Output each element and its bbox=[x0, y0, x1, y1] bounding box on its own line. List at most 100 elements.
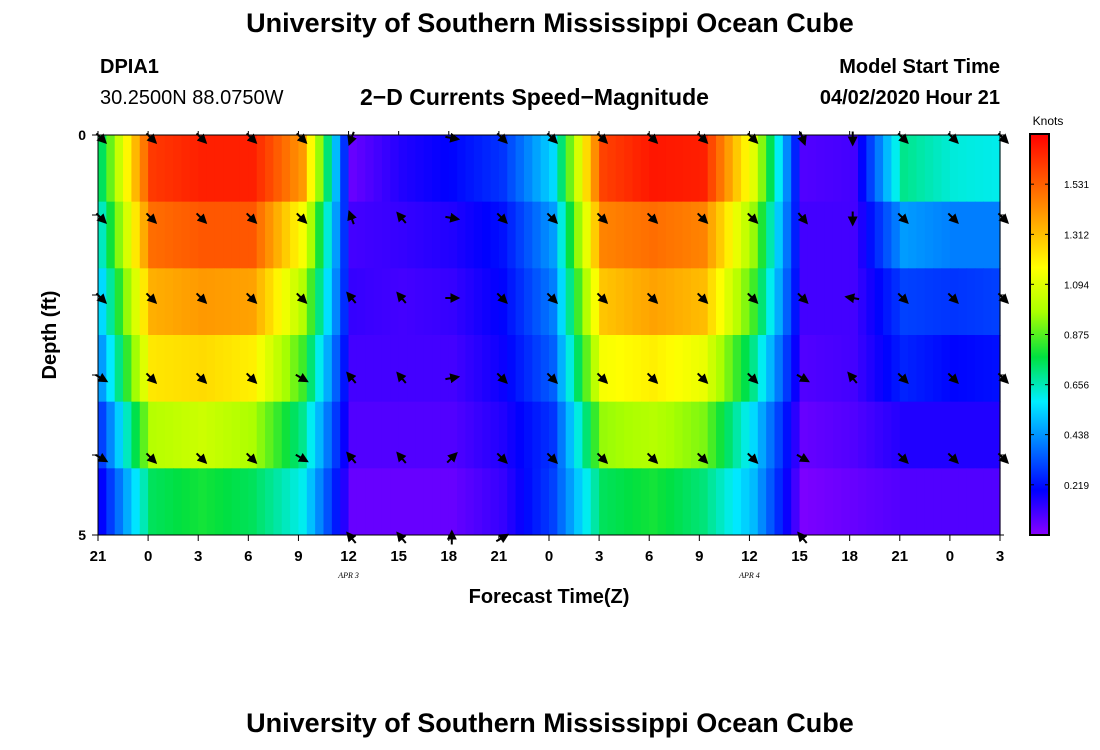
heatmap-cell bbox=[173, 268, 183, 336]
x-axis: 21 0 3 6 9 12 15 18 21 0 3 6 9 12 15 18 21 0 3 APR 3 APR 4 bbox=[90, 131, 1004, 580]
heatmap-cell bbox=[256, 135, 266, 203]
heatmap-cell bbox=[315, 335, 325, 403]
heatmap-cell bbox=[866, 268, 876, 336]
heatmap-cell bbox=[265, 468, 274, 536]
x-tick-label: 9 bbox=[695, 548, 703, 565]
heatmap-cell bbox=[924, 468, 934, 536]
heatmap-cell bbox=[457, 268, 467, 336]
heatmap-cell bbox=[173, 135, 183, 203]
current-arrow bbox=[396, 291, 407, 304]
heatmap-cell bbox=[665, 401, 675, 469]
heatmap-cell bbox=[933, 335, 943, 403]
heatmap-cell bbox=[306, 135, 316, 203]
heatmap-cell bbox=[214, 401, 224, 469]
heatmap-cell bbox=[899, 468, 909, 536]
heatmap-cell bbox=[632, 201, 642, 269]
heatmap-cell bbox=[924, 335, 934, 403]
heatmap-cell bbox=[582, 201, 592, 269]
x-tick-label: 0 bbox=[946, 548, 954, 565]
heatmap-cell bbox=[298, 335, 308, 403]
heatmap-cell bbox=[657, 201, 667, 269]
heatmap-cell bbox=[824, 201, 834, 269]
heatmap-cell bbox=[290, 335, 300, 403]
heatmap-cell bbox=[306, 201, 316, 269]
current-arrow bbox=[646, 212, 659, 225]
heatmap-cell bbox=[490, 401, 500, 469]
heatmap-cell bbox=[273, 468, 283, 536]
current-arrow bbox=[296, 212, 308, 225]
heatmap-cell bbox=[816, 335, 826, 403]
heatmap-cell bbox=[540, 401, 550, 469]
heatmap-cell bbox=[707, 135, 717, 203]
heatmap-cell bbox=[189, 335, 199, 403]
heatmap-cell bbox=[490, 468, 500, 536]
heatmap-cell bbox=[164, 468, 174, 536]
heatmap-cell bbox=[365, 268, 375, 336]
heatmap-cell bbox=[423, 268, 433, 336]
heatmap-cell bbox=[315, 401, 325, 469]
heatmap-cell bbox=[732, 335, 742, 403]
heatmap-cell bbox=[707, 268, 717, 336]
heatmap-cell bbox=[214, 468, 224, 536]
heatmap-cell bbox=[273, 135, 283, 203]
heatmap-cell bbox=[883, 201, 893, 269]
heatmap-cell bbox=[465, 268, 475, 336]
heatmap-cell bbox=[423, 401, 433, 469]
current-arrow bbox=[546, 372, 559, 385]
heatmap-cell bbox=[832, 468, 842, 536]
heatmap-cell bbox=[206, 201, 216, 269]
current-arrow bbox=[346, 371, 357, 384]
heatmap-cell bbox=[482, 201, 492, 269]
heatmap-cell bbox=[732, 268, 742, 336]
heatmap-cell bbox=[649, 335, 659, 403]
heatmap-cell bbox=[315, 268, 325, 336]
footer-title: University of Southern Mississippi Ocean… bbox=[246, 708, 854, 738]
current-arrow bbox=[346, 291, 357, 304]
colorbar-label: Knots bbox=[1033, 114, 1064, 128]
heatmap-cell bbox=[983, 401, 993, 469]
heatmap-cell bbox=[440, 268, 450, 336]
heatmap-cell bbox=[732, 201, 742, 269]
x-tick-label: 6 bbox=[645, 548, 653, 565]
heatmap-cell bbox=[574, 268, 584, 336]
heatmap-cell bbox=[741, 468, 751, 536]
current-arrow bbox=[346, 451, 357, 464]
colorbar-tick-label: 0.656 bbox=[1064, 381, 1089, 392]
heatmap-cell bbox=[415, 268, 425, 336]
heatmap-cell bbox=[448, 268, 458, 336]
heatmap-cell bbox=[381, 268, 391, 336]
heatmap-cell bbox=[98, 335, 107, 403]
current-vectors bbox=[94, 131, 1010, 545]
heatmap-cell bbox=[306, 468, 316, 536]
heatmap-cell bbox=[315, 135, 325, 203]
heatmap-cell bbox=[114, 401, 124, 469]
colorbar-tick-label: 0.438 bbox=[1064, 431, 1089, 442]
heatmap-cell bbox=[908, 401, 918, 469]
heatmap-cell bbox=[607, 268, 617, 336]
heatmap-cell bbox=[933, 201, 943, 269]
heatmap-cell bbox=[649, 201, 659, 269]
heatmap-cell bbox=[849, 401, 859, 469]
date-label: APR 4 bbox=[738, 571, 760, 580]
heatmap-cell bbox=[615, 268, 625, 336]
heatmap-cell bbox=[323, 335, 333, 403]
heatmap-cell bbox=[390, 268, 400, 336]
heatmap-cell bbox=[515, 135, 525, 203]
heatmap-cell bbox=[540, 268, 550, 336]
heatmap-cell bbox=[874, 468, 884, 536]
heatmap-cell bbox=[323, 201, 333, 269]
heatmap-cell bbox=[724, 135, 734, 203]
heatmap-cell bbox=[114, 468, 124, 536]
heatmap-cell bbox=[473, 401, 483, 469]
heatmap-cell bbox=[908, 201, 918, 269]
heatmap-cell bbox=[774, 268, 784, 336]
heatmap-cell bbox=[674, 268, 684, 336]
heatmap-cell bbox=[265, 401, 274, 469]
current-arrow bbox=[396, 531, 407, 544]
heatmap-cell bbox=[849, 135, 859, 203]
heatmap-cell bbox=[156, 468, 166, 536]
x-tick-label: 18 bbox=[440, 548, 457, 565]
heatmap-cell bbox=[148, 401, 158, 469]
heatmap-cell bbox=[933, 268, 943, 336]
current-arrow bbox=[897, 212, 909, 225]
